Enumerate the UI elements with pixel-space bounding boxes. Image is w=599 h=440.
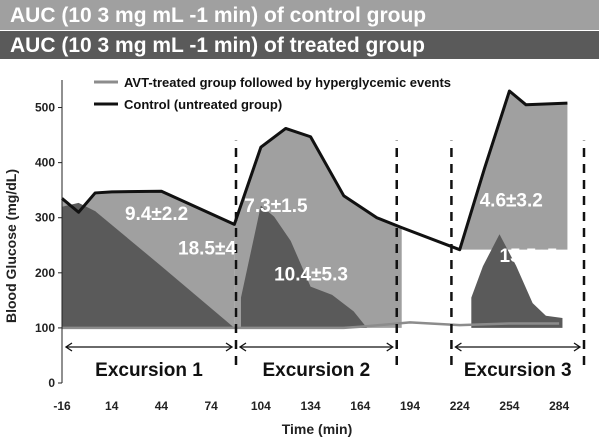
auc-label-treated-excursion-3: 4.6±3.2 [480, 191, 543, 212]
y-tick-label: 400 [35, 156, 55, 170]
treated-area-excursion-1 [62, 202, 235, 328]
y-tick-label: 100 [35, 321, 55, 335]
legend: AVT-treated group followed by hyperglyce… [94, 75, 451, 112]
x-tick-label: 44 [155, 399, 169, 413]
x-tick-label: 104 [251, 399, 271, 413]
series-lines [61, 89, 568, 330]
auc-labels: 18.5±4 9.4±2.2 10.4±5.3 7.3±1.5 15.5±5 4.6±3.… [125, 191, 558, 286]
auc-label-control-excursion-2: 10.4±5.3 [274, 265, 348, 286]
legend-label-1: AVT-treated group followed by hyperglyce… [124, 75, 451, 90]
x-tick-label: 194 [400, 399, 420, 413]
x-tick-label: 284 [549, 399, 569, 413]
axes: 0 100 200 300 400 500 -16 14 44 74 104 134 164 194 224… [35, 80, 569, 413]
x-tick-label: -16 [53, 399, 71, 413]
x-tick-label: 134 [301, 399, 321, 413]
excursion-arrowhead-right [573, 342, 582, 352]
excursion-label-1: Excursion 1 [95, 360, 203, 381]
excursion-spans: Excursion 1 Excursion 2 Excursion 3 [64, 342, 582, 381]
control-auc-band-label: AUC (10 3 mg mL -1 min) of control group [10, 4, 426, 27]
excursion-arrowhead-right [225, 342, 234, 352]
excursion-label-3: Excursion 3 [464, 360, 572, 381]
excursion-arrowhead-left [238, 342, 247, 352]
x-tick-label: 14 [105, 399, 119, 413]
x-tick-label: 164 [350, 399, 370, 413]
legend-label-2: Control (untreated group) [124, 97, 282, 112]
y-tick-label: 500 [35, 101, 55, 115]
excursion-areas [62, 91, 568, 328]
header-bands: AUC (10 3 mg mL -1 min) of control group… [0, 0, 599, 59]
x-tick-label: 74 [204, 399, 218, 413]
treated-area-excursion-2 [240, 205, 367, 328]
auc-label-treated-excursion-1: 9.4±2.2 [125, 204, 188, 225]
excursion-label-2: Excursion 2 [263, 360, 371, 381]
y-tick-label: 300 [35, 211, 55, 225]
excursion-arrowhead-right [386, 342, 394, 352]
control-series-line [61, 89, 568, 252]
y-axis-label: Blood Glucose (mg/dL) [3, 169, 19, 323]
y-tick-label: 0 [48, 376, 55, 390]
auc-label-control-excursion-3: 15.5±5 [499, 246, 557, 267]
y-tick-label: 200 [35, 266, 55, 280]
excursion-arrowhead-left [454, 342, 462, 352]
x-axis-label: Time (min) [282, 421, 353, 437]
treated-auc-band [0, 31, 599, 59]
control-area-excursion-3 [459, 91, 568, 250]
treated-auc-band-label: AUC (10 3 mg mL -1 min) of treated group [10, 34, 425, 57]
excursion-arrowhead-left [64, 342, 73, 352]
auc-label-treated-excursion-2: 7.3±1.5 [244, 196, 308, 217]
excursion-dividers [234, 140, 586, 365]
x-tick-label: 254 [499, 399, 519, 413]
treated-series-line [62, 321, 560, 330]
auc-label-control-excursion-1: 18.5±4 [178, 239, 236, 260]
control-auc-band [0, 0, 599, 30]
x-tick-label: 224 [450, 399, 470, 413]
treated-area-excursion-3 [471, 234, 563, 328]
